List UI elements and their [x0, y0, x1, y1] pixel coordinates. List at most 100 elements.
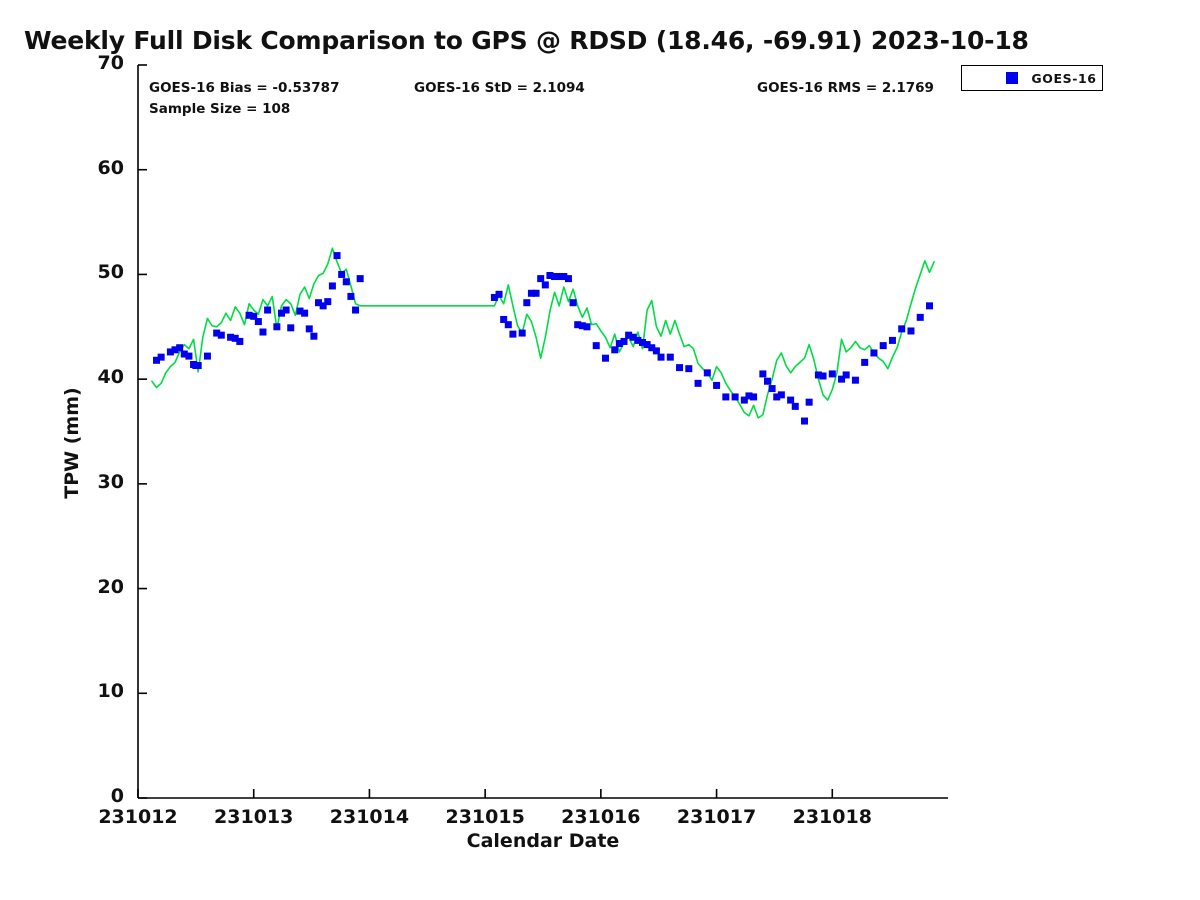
data-point-marker — [287, 324, 295, 332]
y-tick-label: 70 — [97, 52, 124, 74]
data-point-marker — [551, 273, 559, 281]
data-point-marker — [176, 344, 184, 352]
data-point-marker — [713, 381, 721, 389]
data-point-marker — [777, 391, 785, 399]
data-point-marker — [888, 336, 896, 344]
data-point-marker — [231, 334, 239, 342]
data-point-marker — [296, 307, 304, 315]
data-point-marker — [583, 323, 591, 331]
data-point-marker — [301, 309, 309, 317]
stat-bias-annotation: GOES-16 Bias = -0.53787 — [149, 80, 340, 96]
stat-sample-size-annotation: Sample Size = 108 — [149, 101, 291, 117]
legend-label-goes16: GOES-16 — [1031, 71, 1097, 86]
data-point-marker — [768, 385, 776, 393]
data-point-marker — [916, 313, 924, 321]
data-point-marker — [791, 402, 799, 410]
data-point-marker — [250, 312, 258, 320]
data-point-marker — [500, 315, 508, 323]
data-point-marker — [203, 352, 211, 360]
data-point-marker — [907, 327, 915, 335]
data-point-marker — [495, 290, 503, 298]
data-point-marker — [814, 371, 822, 379]
data-point-marker — [490, 293, 498, 301]
stat-std-annotation: GOES-16 StD = 2.1094 — [414, 80, 585, 96]
gps-line-series — [151, 247, 935, 419]
data-point-marker — [592, 342, 600, 350]
x-tick-label: 231018 — [792, 806, 872, 828]
x-tick-label: 231016 — [561, 806, 641, 828]
data-point-marker — [657, 353, 665, 361]
data-point-marker — [277, 309, 285, 317]
data-point-marker — [722, 393, 730, 401]
data-point-marker — [578, 322, 586, 330]
data-point-marker — [324, 298, 332, 306]
y-tick-label: 20 — [97, 575, 124, 598]
legend-box — [961, 65, 1103, 91]
data-point-marker — [648, 344, 656, 352]
data-point-marker — [898, 325, 906, 333]
data-point-marker — [731, 393, 739, 401]
y-axis-ticks — [138, 64, 147, 799]
data-point-marker — [213, 329, 221, 337]
data-point-marker — [356, 275, 364, 283]
data-point-marker — [352, 306, 360, 314]
data-point-marker — [625, 331, 633, 339]
data-point-marker — [245, 311, 253, 319]
data-point-marker — [842, 371, 850, 379]
data-point-marker — [828, 370, 836, 378]
data-point-marker — [615, 340, 623, 348]
data-point-marker — [342, 278, 350, 286]
data-point-marker — [759, 370, 767, 378]
data-point-marker — [509, 330, 517, 338]
x-axis-ticks — [137, 789, 834, 798]
data-point-marker — [194, 362, 202, 370]
data-point-marker — [254, 318, 262, 326]
y-tick-label: 10 — [97, 680, 124, 703]
data-point-marker — [227, 333, 235, 341]
data-point-marker — [745, 392, 753, 400]
data-point-marker — [319, 302, 327, 310]
data-point-marker — [259, 328, 267, 336]
data-point-marker — [217, 331, 225, 339]
data-point-marker — [315, 299, 323, 307]
data-point-marker — [537, 275, 545, 283]
x-tick-label: 231017 — [676, 806, 757, 828]
data-point-marker — [532, 289, 540, 297]
data-point-marker — [555, 273, 563, 281]
data-point-marker — [819, 372, 827, 380]
data-point-marker — [801, 417, 809, 425]
data-point-marker — [564, 275, 572, 283]
stat-rms-annotation: GOES-16 RMS = 2.1769 — [757, 80, 934, 96]
legend-marker-goes16-icon — [1006, 72, 1018, 84]
data-point-marker — [338, 270, 346, 278]
data-point-marker — [236, 337, 244, 345]
data-point-marker — [328, 282, 336, 290]
data-point-marker — [666, 353, 674, 361]
data-point-marker — [157, 353, 165, 361]
y-tick-label: 40 — [97, 366, 124, 389]
data-point-marker — [541, 281, 549, 289]
data-point-marker — [838, 375, 846, 383]
data-point-marker — [185, 352, 193, 360]
data-point-marker — [333, 252, 341, 260]
data-point-marker — [153, 356, 161, 364]
data-point-marker — [805, 398, 813, 406]
x-axis-title: Calendar Date — [466, 830, 620, 852]
data-point-marker — [166, 348, 174, 356]
data-point-marker — [861, 358, 869, 366]
data-point-marker — [282, 306, 290, 314]
data-point-marker — [310, 332, 318, 340]
data-point-marker — [546, 271, 554, 279]
goes16-scatter-series — [153, 252, 933, 425]
data-point-marker — [620, 337, 628, 345]
page-title: Weekly Full Disk Comparison to GPS @ RDS… — [24, 26, 1029, 55]
data-point-marker — [264, 306, 272, 314]
data-point-marker — [685, 365, 693, 373]
data-point-marker — [676, 364, 684, 372]
data-point-marker — [773, 393, 781, 401]
data-point-marker — [171, 346, 179, 354]
data-point-marker — [574, 321, 582, 329]
data-point-marker — [504, 321, 512, 329]
